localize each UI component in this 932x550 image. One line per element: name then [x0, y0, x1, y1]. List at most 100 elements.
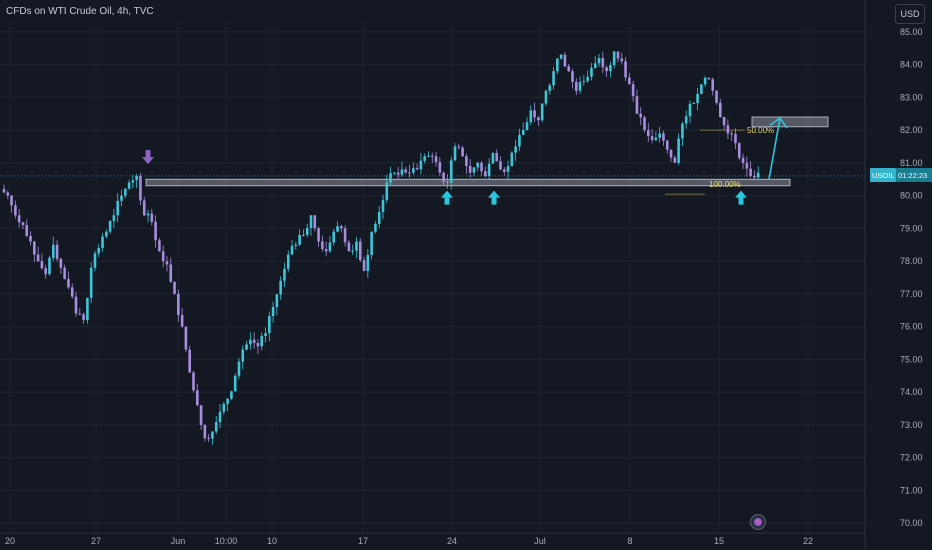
candle-body: [207, 438, 210, 440]
current-price-badge: USOIL 01:22:23: [870, 167, 932, 182]
x-tick-label: 24: [447, 536, 457, 546]
candle-body: [461, 147, 464, 157]
candle-body: [298, 235, 301, 245]
candle-body: [662, 133, 665, 141]
candle-body: [328, 242, 332, 252]
candle-body: [195, 390, 199, 406]
candle-body: [453, 146, 457, 161]
candle-body: [741, 157, 745, 163]
candle-body: [173, 281, 176, 294]
candle-body: [321, 241, 324, 250]
currency-button[interactable]: USD: [895, 4, 925, 24]
x-tick-label: 15: [714, 536, 724, 546]
candle-body: [514, 146, 517, 153]
candle-body: [510, 152, 514, 167]
candle-body: [294, 244, 298, 246]
candle-body: [302, 234, 305, 236]
candle-body: [340, 226, 343, 229]
candle-body: [89, 267, 93, 298]
candle-body: [499, 161, 502, 170]
candle-body: [700, 84, 703, 95]
candle-body: [491, 153, 495, 164]
candle-body: [67, 278, 70, 288]
candle-body: [381, 199, 385, 212]
candle-body: [2, 189, 6, 193]
candle-body: [540, 103, 544, 121]
candle-body: [446, 181, 449, 183]
candle-body: [59, 258, 63, 268]
candle-body: [673, 157, 677, 163]
y-tick-label: 80.00: [900, 191, 923, 201]
candle-body: [495, 153, 498, 162]
candle-body: [249, 339, 252, 345]
candle-body: [286, 254, 290, 269]
candle-body: [44, 268, 47, 275]
candle-body: [203, 424, 207, 439]
candle-body: [567, 66, 571, 72]
candle-body: [597, 58, 601, 64]
candle-body: [684, 116, 688, 124]
candle-body: [169, 264, 173, 282]
y-tick-label: 75.00: [900, 354, 923, 364]
y-tick-label: 82.00: [900, 125, 923, 135]
symbol-label: USOIL: [872, 171, 895, 180]
candle-body: [533, 110, 536, 118]
candle-body: [161, 251, 165, 262]
candle-body: [711, 79, 715, 91]
candle-body: [628, 77, 631, 85]
x-tick-label: 27: [91, 536, 101, 546]
candle-body: [521, 130, 525, 135]
candle-body: [40, 261, 44, 269]
candle-body: [578, 82, 582, 91]
candle-body: [264, 333, 267, 336]
grid-lines: [0, 22, 865, 533]
candle-body: [332, 231, 336, 243]
y-tick-label: 76.00: [900, 322, 923, 332]
candle-body: [309, 215, 313, 229]
candle-body: [650, 136, 654, 140]
candle-body: [620, 58, 624, 62]
candle-body: [669, 149, 673, 158]
candle-body: [404, 169, 408, 173]
candle-body: [105, 231, 108, 237]
candle-body: [677, 138, 680, 163]
target-zone: [751, 116, 829, 128]
candle-body: [430, 155, 434, 157]
resistance-zone: [145, 178, 791, 187]
candle-body: [86, 297, 89, 321]
candle-body: [25, 225, 29, 236]
candle-body: [222, 403, 226, 412]
candle-body: [590, 67, 593, 77]
candles-layer: [2, 50, 760, 445]
candle-body: [529, 110, 533, 123]
candle-body: [112, 215, 116, 222]
candle-body: [438, 162, 442, 173]
x-tick-label: 20: [5, 536, 15, 546]
candle-body: [374, 223, 377, 232]
support-up-arrow-icon: [488, 190, 500, 205]
candle-body: [188, 349, 192, 373]
candle-body: [256, 343, 260, 347]
candle-body: [393, 172, 396, 174]
candle-body: [643, 117, 646, 131]
y-tick-label: 79.00: [900, 223, 923, 233]
candle-body: [423, 156, 426, 161]
x-tick-label: 22: [803, 536, 813, 546]
candle-body: [347, 242, 351, 252]
candle-body: [211, 431, 214, 439]
candle-body: [233, 375, 237, 392]
candle-body: [468, 165, 472, 173]
rejection-down-arrow-icon: [142, 150, 155, 165]
candle-body: [609, 65, 612, 72]
y-tick-label: 72.00: [900, 453, 923, 463]
candle-body: [324, 249, 328, 252]
candle-body: [14, 205, 17, 216]
candle-body: [605, 67, 608, 72]
candle-body: [271, 306, 275, 317]
candle-body: [317, 228, 320, 242]
candle-body: [548, 85, 552, 91]
candle-body: [502, 169, 506, 172]
y-tick-label: 81.00: [900, 158, 923, 168]
y-tick-label: 85.00: [900, 27, 923, 37]
